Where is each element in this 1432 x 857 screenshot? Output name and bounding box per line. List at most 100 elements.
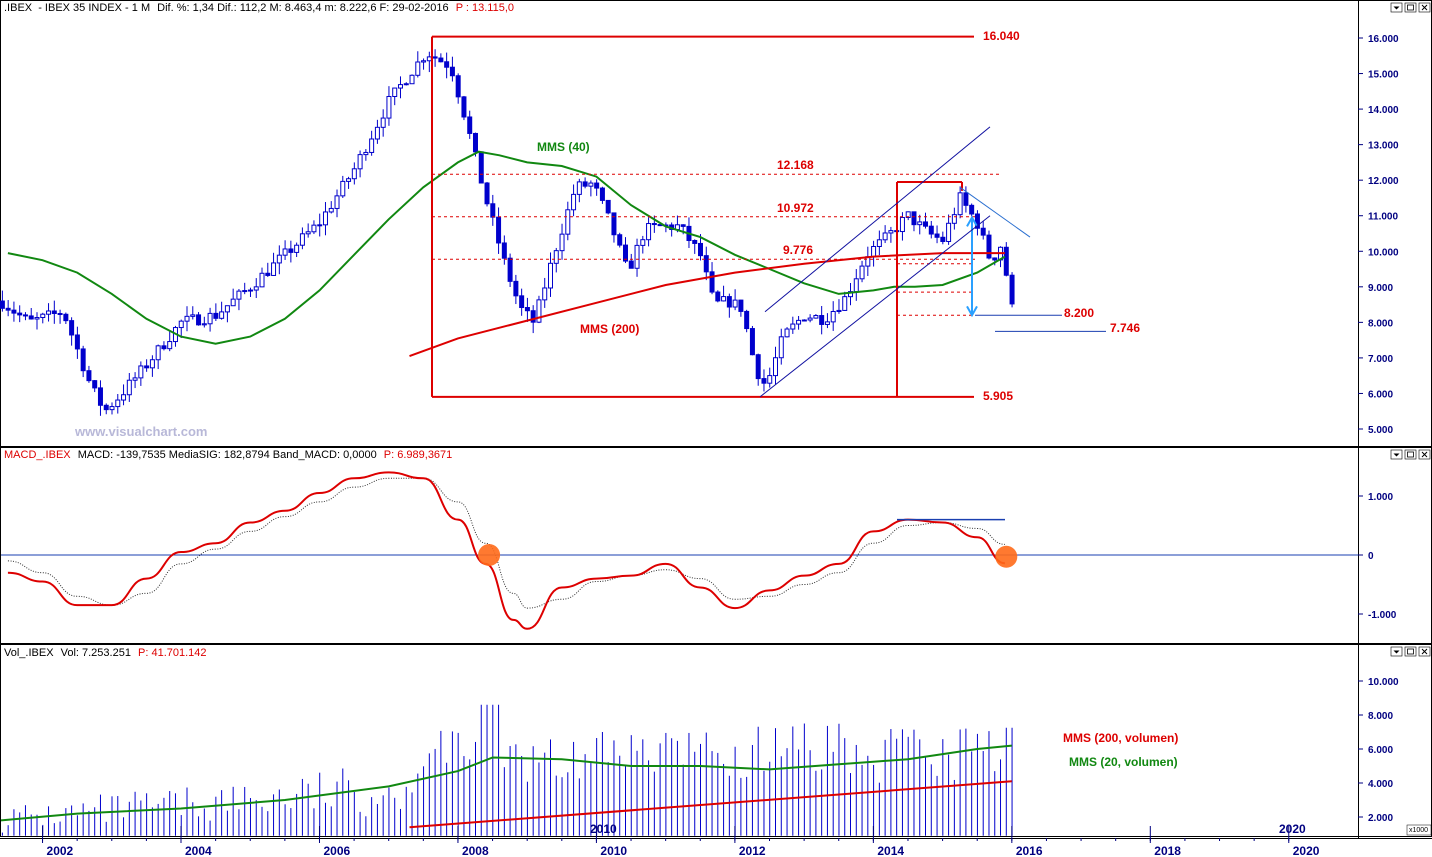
close-icon [1421, 648, 1428, 655]
candle-body [288, 248, 294, 253]
candle-body [92, 380, 98, 389]
mms40-label: MMS (40) [537, 140, 590, 154]
close-icon [1421, 4, 1428, 11]
volume-axis-unit-box [1406, 824, 1432, 836]
candle-body [876, 239, 882, 247]
x-tick-label: 2008 [462, 844, 489, 857]
candle-body [449, 66, 455, 77]
candle-body [640, 239, 646, 246]
candle-body [888, 230, 894, 234]
candle-body [126, 379, 132, 396]
candle-body [882, 232, 888, 241]
candle-body [974, 213, 980, 229]
candle-body [622, 244, 628, 262]
candle-body [86, 370, 92, 382]
candle-body [871, 245, 877, 258]
x-tick-label: 2018 [1154, 844, 1181, 857]
level-label-7746: 7.746 [1110, 321, 1140, 335]
price-y-tick-label: 16.000 [1368, 34, 1399, 45]
candle-body [484, 182, 490, 205]
candle-body [559, 233, 565, 252]
candle-body [784, 328, 790, 338]
candle-body [917, 221, 923, 226]
candle-body [121, 394, 127, 401]
candle-body [363, 151, 369, 156]
candle-body [455, 75, 461, 98]
candle-body [144, 365, 150, 369]
candle-body [374, 126, 380, 140]
candle-body [859, 265, 865, 280]
candle-body [646, 223, 652, 241]
candle-body [980, 227, 986, 236]
candle-body [0, 300, 5, 309]
candle-body [311, 224, 317, 233]
candle-body [824, 321, 830, 325]
window-button-restore-0 [1404, 2, 1417, 13]
candle-body [761, 378, 767, 384]
macd-y-tick-label: -1.000 [1368, 610, 1397, 621]
x-tick-label: 2014 [877, 844, 904, 857]
price-header: .IBEX - IBEX 35 INDEX - 1 M Dif. %: 1,34… [4, 2, 514, 14]
candle-body [992, 257, 998, 261]
candle-body [271, 262, 277, 276]
candle-body [467, 116, 473, 134]
x-tick-label: 2016 [1016, 844, 1043, 857]
price-y-tick-label: 12.000 [1368, 176, 1399, 187]
candle-body [386, 95, 392, 119]
candle-body [790, 323, 796, 330]
candle-body [628, 260, 634, 269]
candle-body [842, 296, 848, 311]
candle-body [744, 310, 750, 330]
close-icon [1421, 451, 1428, 458]
candle-body [219, 311, 225, 319]
candle-body [276, 254, 282, 264]
candle-body [726, 296, 732, 308]
mms40-line [7, 150, 1006, 345]
volume-legend-mms200: MMS (200, volumen) [1063, 731, 1178, 745]
x-tick-label: 2020 [1293, 844, 1320, 857]
candle-body [755, 354, 761, 380]
price-y-tick-label: 7.000 [1368, 354, 1393, 365]
candle-body [905, 211, 911, 218]
candle-body [773, 357, 779, 377]
candle-body [496, 216, 502, 244]
macd-line [7, 471, 1006, 630]
candle-body [599, 187, 605, 201]
candle-body [969, 204, 975, 215]
restore-icon [1407, 648, 1414, 655]
candle-body [588, 182, 594, 187]
candle-body [501, 242, 507, 259]
candle-body [542, 287, 548, 301]
candle-body [738, 299, 744, 312]
price-header-name: IBEX 35 INDEX [45, 2, 123, 14]
chevron-down-icon [1393, 6, 1400, 10]
candle-body [848, 291, 854, 298]
candle-body [819, 315, 825, 325]
price-header-symbol: .IBEX [4, 2, 33, 14]
candle-body [576, 181, 582, 195]
window-buttons [1390, 2, 1431, 657]
volume-axis-unit: x1000 [1409, 827, 1428, 834]
macd-header-price: P: 6.989,3671 [384, 449, 453, 461]
candle-body [796, 319, 802, 325]
candle-body [986, 234, 992, 259]
candle-body [5, 307, 11, 311]
macd-header-values: MACD: -139,7535 MediaSIG: 182,8794 Band_… [78, 449, 377, 461]
candle-body [201, 323, 207, 326]
candle-body [732, 299, 738, 308]
candle-body [571, 193, 577, 211]
window-button-restore-1 [1404, 449, 1417, 460]
candle-body [224, 305, 230, 313]
candle-body [247, 289, 253, 292]
candle-body [605, 199, 611, 214]
candle-body [149, 359, 155, 369]
candle-body [51, 310, 57, 315]
window-button-restore-2 [1404, 646, 1417, 657]
candle-body [421, 60, 427, 63]
candle-body [22, 314, 28, 317]
candle-body [778, 336, 784, 359]
macd-plot [1, 471, 1358, 630]
candle-body [692, 240, 698, 244]
candle-body [259, 272, 265, 288]
volume-header: Vol_.IBEX Vol: 7.253.251 P: 41.701.142 [4, 647, 207, 659]
